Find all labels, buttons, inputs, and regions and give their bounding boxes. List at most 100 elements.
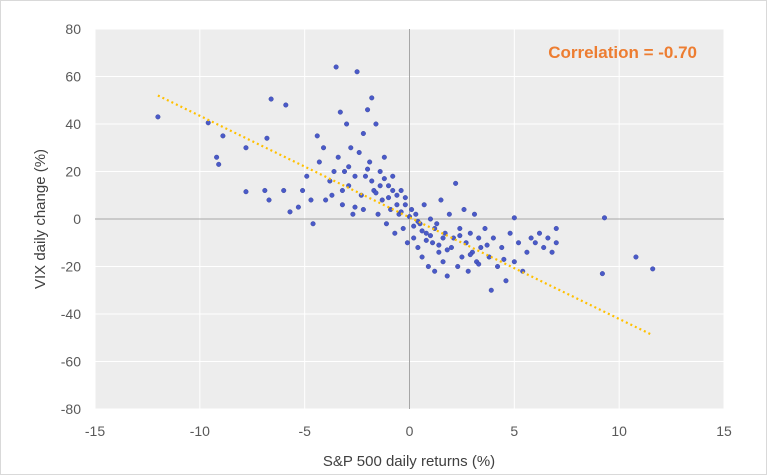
y-axis-title: VIX daily change (%) <box>32 149 49 289</box>
data-point <box>216 161 222 167</box>
data-point <box>553 225 559 231</box>
data-point <box>541 244 547 250</box>
data-point <box>383 221 389 227</box>
data-point <box>356 149 362 155</box>
data-point <box>476 261 482 267</box>
data-point <box>381 176 387 182</box>
data-point <box>436 242 442 248</box>
data-point <box>283 102 289 108</box>
data-point <box>419 228 425 234</box>
data-point <box>484 242 490 248</box>
data-point <box>316 159 322 165</box>
data-point <box>482 225 488 231</box>
data-point <box>419 254 425 260</box>
data-point <box>362 173 368 179</box>
data-point <box>335 154 341 160</box>
data-point <box>266 197 272 203</box>
data-point <box>243 145 249 151</box>
data-point <box>465 268 471 274</box>
data-point <box>501 256 507 262</box>
data-point <box>394 202 400 208</box>
x-tick-label: -10 <box>190 423 210 439</box>
data-point <box>264 135 270 141</box>
x-axis-title: S&P 500 daily returns (%) <box>323 453 495 470</box>
data-point <box>488 287 494 293</box>
data-point <box>545 235 551 241</box>
data-point <box>348 145 354 151</box>
data-point <box>440 259 446 265</box>
data-point <box>411 235 417 241</box>
x-tick-labels: -15 -10 -5 0 5 10 15 <box>85 423 732 439</box>
y-tick-label: 0 <box>73 211 81 227</box>
y-tick-label: 80 <box>65 21 81 37</box>
data-point <box>467 252 473 258</box>
data-point <box>467 230 473 236</box>
data-point <box>432 268 438 274</box>
data-point <box>329 192 335 198</box>
data-point <box>360 130 366 136</box>
data-point <box>352 173 358 179</box>
y-tick-label: -40 <box>61 306 81 322</box>
data-point <box>478 244 484 250</box>
data-point <box>459 254 465 260</box>
data-point <box>650 266 656 272</box>
data-point <box>402 202 408 208</box>
data-point <box>354 69 360 75</box>
data-point <box>434 221 440 227</box>
data-point <box>339 187 345 193</box>
data-point <box>342 168 348 174</box>
data-point <box>455 264 461 270</box>
data-point <box>333 64 339 70</box>
y-tick-label: 40 <box>65 116 81 132</box>
x-tick-label: -5 <box>298 423 311 439</box>
data-point <box>323 197 329 203</box>
data-point <box>321 145 327 151</box>
data-point <box>402 195 408 201</box>
correlation-annotation: Correlation = -0.70 <box>548 43 697 62</box>
data-point <box>300 187 306 193</box>
data-point <box>375 211 381 217</box>
x-tick-label: 0 <box>406 423 414 439</box>
data-point <box>633 254 639 260</box>
data-point <box>214 154 220 160</box>
y-tick-label: -60 <box>61 354 81 370</box>
data-point <box>360 206 366 212</box>
data-point <box>337 109 343 115</box>
data-point <box>304 173 310 179</box>
data-point <box>423 230 429 236</box>
data-point <box>243 189 249 195</box>
data-point <box>446 211 452 217</box>
data-point <box>549 249 555 255</box>
data-point <box>369 178 375 184</box>
data-point <box>427 216 433 222</box>
data-point <box>499 244 505 250</box>
data-point <box>553 240 559 246</box>
data-point <box>495 264 501 270</box>
data-point <box>421 202 427 208</box>
data-point <box>281 187 287 193</box>
data-point <box>444 273 450 279</box>
data-point <box>314 133 320 139</box>
data-point <box>516 240 522 246</box>
data-point <box>352 204 358 210</box>
data-point <box>438 197 444 203</box>
data-point <box>386 183 392 189</box>
data-point <box>268 96 274 102</box>
data-point <box>386 195 392 201</box>
data-point <box>155 114 161 120</box>
data-point <box>599 271 605 277</box>
data-point <box>365 166 371 172</box>
x-tick-label: 5 <box>510 423 518 439</box>
data-point <box>476 235 482 241</box>
data-point <box>457 233 463 239</box>
data-point <box>392 230 398 236</box>
y-tick-label: -20 <box>61 259 81 275</box>
data-point <box>390 187 396 193</box>
data-point <box>373 190 379 196</box>
y-tick-label: -80 <box>61 401 81 417</box>
data-point <box>379 197 385 203</box>
data-point <box>436 249 442 255</box>
data-point <box>369 95 375 101</box>
x-tick-label: 15 <box>716 423 732 439</box>
